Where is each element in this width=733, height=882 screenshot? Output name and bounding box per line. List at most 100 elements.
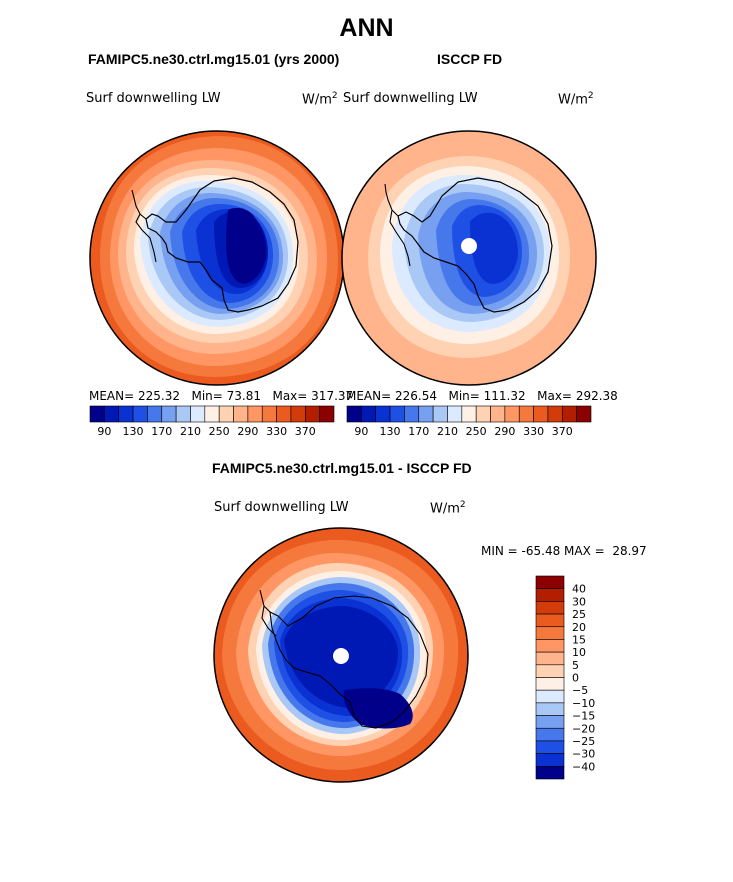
- right-colorbar-tick-label: 130: [380, 425, 401, 438]
- left-colorbar-swatch: [104, 405, 120, 423]
- diff-colorbar-swatch: [535, 575, 565, 589]
- diff-colorbar-swatch: [535, 727, 565, 742]
- left-colorbar-swatch: [218, 405, 234, 423]
- left-colorbar-swatch: [261, 405, 277, 423]
- left-colorbar-tick-label: 170: [151, 425, 172, 438]
- right-colorbar: 90 130 170 210 250 290 330 370: [346, 405, 592, 438]
- right-colorbar-swatch: [547, 405, 563, 423]
- left-colorbar-swatch: [233, 405, 249, 423]
- right-colorbar-swatch: [375, 405, 391, 423]
- diff-colorbar-swatch: [535, 601, 565, 615]
- left-units-label: W/m2: [302, 91, 338, 108]
- right-map: [342, 131, 596, 385]
- right-colorbar-swatch: [361, 405, 377, 423]
- right-colorbar-swatch: [518, 405, 534, 423]
- diff-peninsula: [259, 589, 277, 637]
- diff-colorbar-swatch: [535, 613, 565, 628]
- left-colorbar-swatch: [161, 405, 177, 423]
- diff-colorbar-tick-label: 15: [572, 633, 586, 646]
- left-colorbar-tick-label: 290: [237, 425, 258, 438]
- left-map: [90, 131, 344, 385]
- left-colorbar-swatch: [132, 405, 148, 423]
- right-colorbar-swatch: [504, 405, 520, 423]
- right-colorbar-swatch: [418, 405, 434, 423]
- diff-colorbar-tick-label: 5: [572, 659, 579, 672]
- diff-colorbar-tick-label: 30: [572, 595, 586, 608]
- right-colorbar-swatch: [432, 405, 448, 423]
- right-colorbar-tick-label: 290: [494, 425, 515, 438]
- left-colorbar-swatch: [304, 405, 320, 423]
- right-colorbar-tick-label: 370: [552, 425, 573, 438]
- left-colorbar-swatch: [319, 405, 335, 423]
- right-variable-label: Surf downwelling LW: [343, 91, 478, 106]
- left-colorbar-swatch: [247, 405, 263, 423]
- diff-colorbar-swatch: [535, 664, 565, 678]
- diff-colorbar-tick-label: −25: [572, 735, 595, 748]
- right-coastline: [397, 177, 553, 313]
- right-colorbar-swatch: [447, 405, 463, 423]
- right-colorbar-swatch: [561, 405, 577, 423]
- diff-colorbar-swatch: [535, 588, 565, 602]
- diff-colorbar-tick-label: −15: [572, 710, 595, 723]
- left-peninsula: [131, 189, 157, 263]
- right-peninsula: [384, 183, 411, 267]
- diff-minmax: MIN = -65.48 MAX = 28.97: [481, 544, 647, 558]
- diff-colorbar-tick-label: −5: [572, 684, 588, 697]
- diff-pole-mask: [333, 648, 349, 664]
- diff-variable-label: Surf downwelling LW: [214, 500, 349, 515]
- left-variable-label: Surf downwelling LW: [86, 91, 221, 106]
- diff-map-border: [213, 527, 469, 783]
- right-colorbar-swatch: [576, 405, 592, 423]
- left-colorbar-tick-label: 370: [295, 425, 316, 438]
- diff-colorbar-swatch: [535, 651, 565, 666]
- left-ice-7: [225, 207, 267, 284]
- left-colorbar-swatch: [190, 405, 206, 423]
- diff-colorbar-swatch: [535, 689, 565, 704]
- diff-colorbar-swatch: [535, 715, 565, 729]
- diff-colorbar-swatch: [535, 677, 565, 691]
- right-colorbar-tick-label: 170: [408, 425, 429, 438]
- diff-colorbar-tick-label: −40: [572, 760, 595, 773]
- left-colorbar-swatch: [204, 405, 220, 423]
- diff-panel-title: FAMIPC5.ne30.ctrl.mg15.01 - ISCCP FD: [212, 460, 472, 476]
- diff-colorbar-swatch: [535, 626, 565, 640]
- right-colorbar-swatch: [461, 405, 477, 423]
- right-map-border: [341, 130, 597, 386]
- left-colorbar-swatch: [118, 405, 134, 423]
- diff-colorbar-tick-label: 40: [572, 583, 586, 596]
- left-colorbar-swatch: [175, 405, 191, 423]
- left-colorbar-tick-label: 330: [266, 425, 287, 438]
- left-colorbar-swatch: [89, 405, 105, 423]
- diff-colorbar-swatch: [535, 766, 565, 780]
- right-units-label: W/m2: [558, 91, 594, 108]
- left-colorbar-tick-label: 90: [97, 425, 111, 438]
- right-colorbar-swatch: [346, 405, 362, 423]
- diff-colorbar-swatch: [535, 639, 565, 653]
- diff-colorbar-swatch: [535, 702, 565, 716]
- left-colorbar-swatch: [147, 405, 163, 423]
- diff-colorbar-tick-label: 10: [572, 646, 586, 659]
- left-colorbar: 90 130 170 210 250 290 330 370: [89, 405, 335, 438]
- diff-colorbar-tick-label: −30: [572, 748, 595, 761]
- diff-colorbar-tick-label: 25: [572, 608, 586, 621]
- left-colorbar-swatch: [276, 405, 292, 423]
- left-colorbar-tick-label: 250: [209, 425, 230, 438]
- right-colorbar-tick-label: 90: [354, 425, 368, 438]
- right-colorbar-tick-label: 330: [523, 425, 544, 438]
- diff-colorbar-tick-label: 20: [572, 621, 586, 634]
- diff-colorbar-swatch: [535, 740, 565, 754]
- right-pole-mask: [461, 238, 477, 254]
- left-stats: MEAN= 225.32 Min= 73.81 Max= 317.37: [89, 389, 354, 403]
- right-panel-case-title: ISCCP FD: [437, 51, 503, 67]
- left-colorbar-tick-label: 130: [123, 425, 144, 438]
- left-coastline: [145, 177, 299, 313]
- right-colorbar-swatch: [533, 405, 549, 423]
- figure-title: ANN: [339, 14, 394, 42]
- right-colorbar-swatch: [389, 405, 405, 423]
- diff-coastline: [269, 595, 429, 729]
- left-panel-case-title: FAMIPC5.ne30.ctrl.mg15.01 (yrs 2000): [88, 51, 340, 67]
- right-colorbar-tick-label: 250: [466, 425, 487, 438]
- left-colorbar-tick-label: 210: [180, 425, 201, 438]
- diff-colorbar-tick-label: −20: [572, 722, 595, 735]
